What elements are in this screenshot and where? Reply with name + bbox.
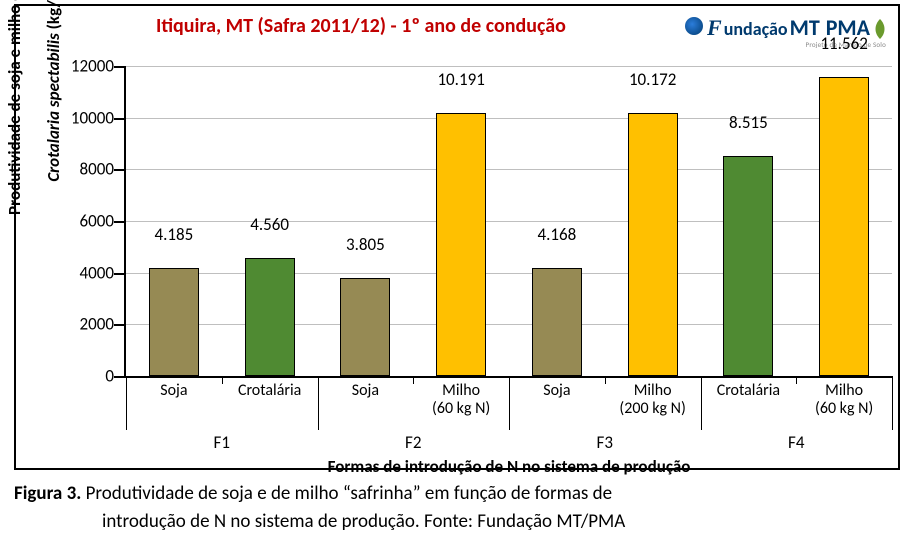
globe-icon xyxy=(685,17,703,35)
caption-line1: Produtividade de soja e de milho “safrin… xyxy=(81,482,612,505)
grid-line xyxy=(126,324,892,325)
x-category-label: Crotalária xyxy=(717,382,780,400)
y-tick-label: 0 xyxy=(54,366,114,387)
figure-caption: Figura 3. Produtividade de soja e de mil… xyxy=(14,480,902,535)
bar xyxy=(628,113,678,376)
caption-line2: introdução de N no sistema de produção. … xyxy=(14,508,902,536)
page: Itiquira, MT (Safra 2011/12) - 1º ano de… xyxy=(0,0,916,550)
bar-value-label: 4.185 xyxy=(154,224,193,245)
grid-line xyxy=(126,66,892,67)
y-tick-label: 8000 xyxy=(54,159,114,180)
x-tick-minor xyxy=(796,376,797,384)
y-tick-label: 6000 xyxy=(54,211,114,232)
x-category-label: Soja xyxy=(160,382,187,400)
grid-line xyxy=(126,118,892,119)
x-tick-minor xyxy=(413,376,414,384)
y-axis-title-line1: Produtividade de soja e milho e MS de xyxy=(4,0,25,215)
grid-line xyxy=(126,169,892,170)
y-tick-label: 2000 xyxy=(54,314,114,335)
bar xyxy=(532,268,582,376)
bar xyxy=(245,258,295,376)
y-tick xyxy=(114,324,124,326)
bar xyxy=(819,77,869,376)
x-category-label: Milho (60 kg N) xyxy=(815,382,873,419)
y-tick xyxy=(114,221,124,223)
bar-value-label: 8.515 xyxy=(729,112,768,133)
bar xyxy=(436,113,486,376)
y-tick-label: 10000 xyxy=(54,107,114,128)
bar-value-label: 4.560 xyxy=(250,214,289,235)
x-category-label: Soja xyxy=(352,382,379,400)
x-tick-minor xyxy=(222,376,223,384)
x-tick-major xyxy=(126,376,127,430)
x-category-label: Milho (200 kg N) xyxy=(619,382,685,419)
bar-value-label: 11.562 xyxy=(820,33,867,54)
y-tick xyxy=(114,376,124,378)
x-tick-major xyxy=(318,376,319,430)
x-group-label: F4 xyxy=(788,432,804,453)
chart-frame: Itiquira, MT (Safra 2011/12) - 1º ano de… xyxy=(14,4,900,470)
bar xyxy=(149,268,199,376)
x-category-label: Soja xyxy=(543,382,570,400)
y-tick xyxy=(114,66,124,68)
grid-line xyxy=(126,273,892,274)
y-tick xyxy=(114,118,124,120)
bar-value-label: 10.172 xyxy=(629,69,676,90)
grid-line xyxy=(126,221,892,222)
bar xyxy=(723,156,773,376)
x-group-label: F3 xyxy=(597,432,613,453)
bar xyxy=(340,278,390,376)
y-axis-title-line2-unit: (kg/ha) xyxy=(43,0,64,33)
y-tick xyxy=(114,169,124,171)
x-group-label: F2 xyxy=(405,432,421,453)
x-tick-major xyxy=(892,376,893,430)
x-group-label: F1 xyxy=(214,432,230,453)
logo-fundacao-mt: Fundação MT xyxy=(685,14,820,41)
x-axis-title: Formas de introdução de N no sistema de … xyxy=(328,456,691,477)
x-tick-minor xyxy=(605,376,606,384)
bar-value-label: 3.805 xyxy=(346,234,385,255)
y-tick-label: 12000 xyxy=(54,56,114,77)
chart-title: Itiquira, MT (Safra 2011/12) - 1º ano de… xyxy=(156,14,566,38)
leaf-icon xyxy=(872,18,888,38)
bar-value-label: 4.168 xyxy=(537,224,576,245)
y-tick xyxy=(114,273,124,275)
x-tick-major xyxy=(509,376,510,430)
x-category-label: Milho (60 kg N) xyxy=(432,382,490,419)
bar-value-label: 10.191 xyxy=(437,69,484,90)
y-tick-label: 4000 xyxy=(54,262,114,283)
x-tick-major xyxy=(701,376,702,430)
caption-label: Figura 3. xyxy=(14,482,81,505)
x-category-label: Crotalária xyxy=(238,382,301,400)
plot-area: Formas de introdução de N no sistema de … xyxy=(124,66,892,378)
